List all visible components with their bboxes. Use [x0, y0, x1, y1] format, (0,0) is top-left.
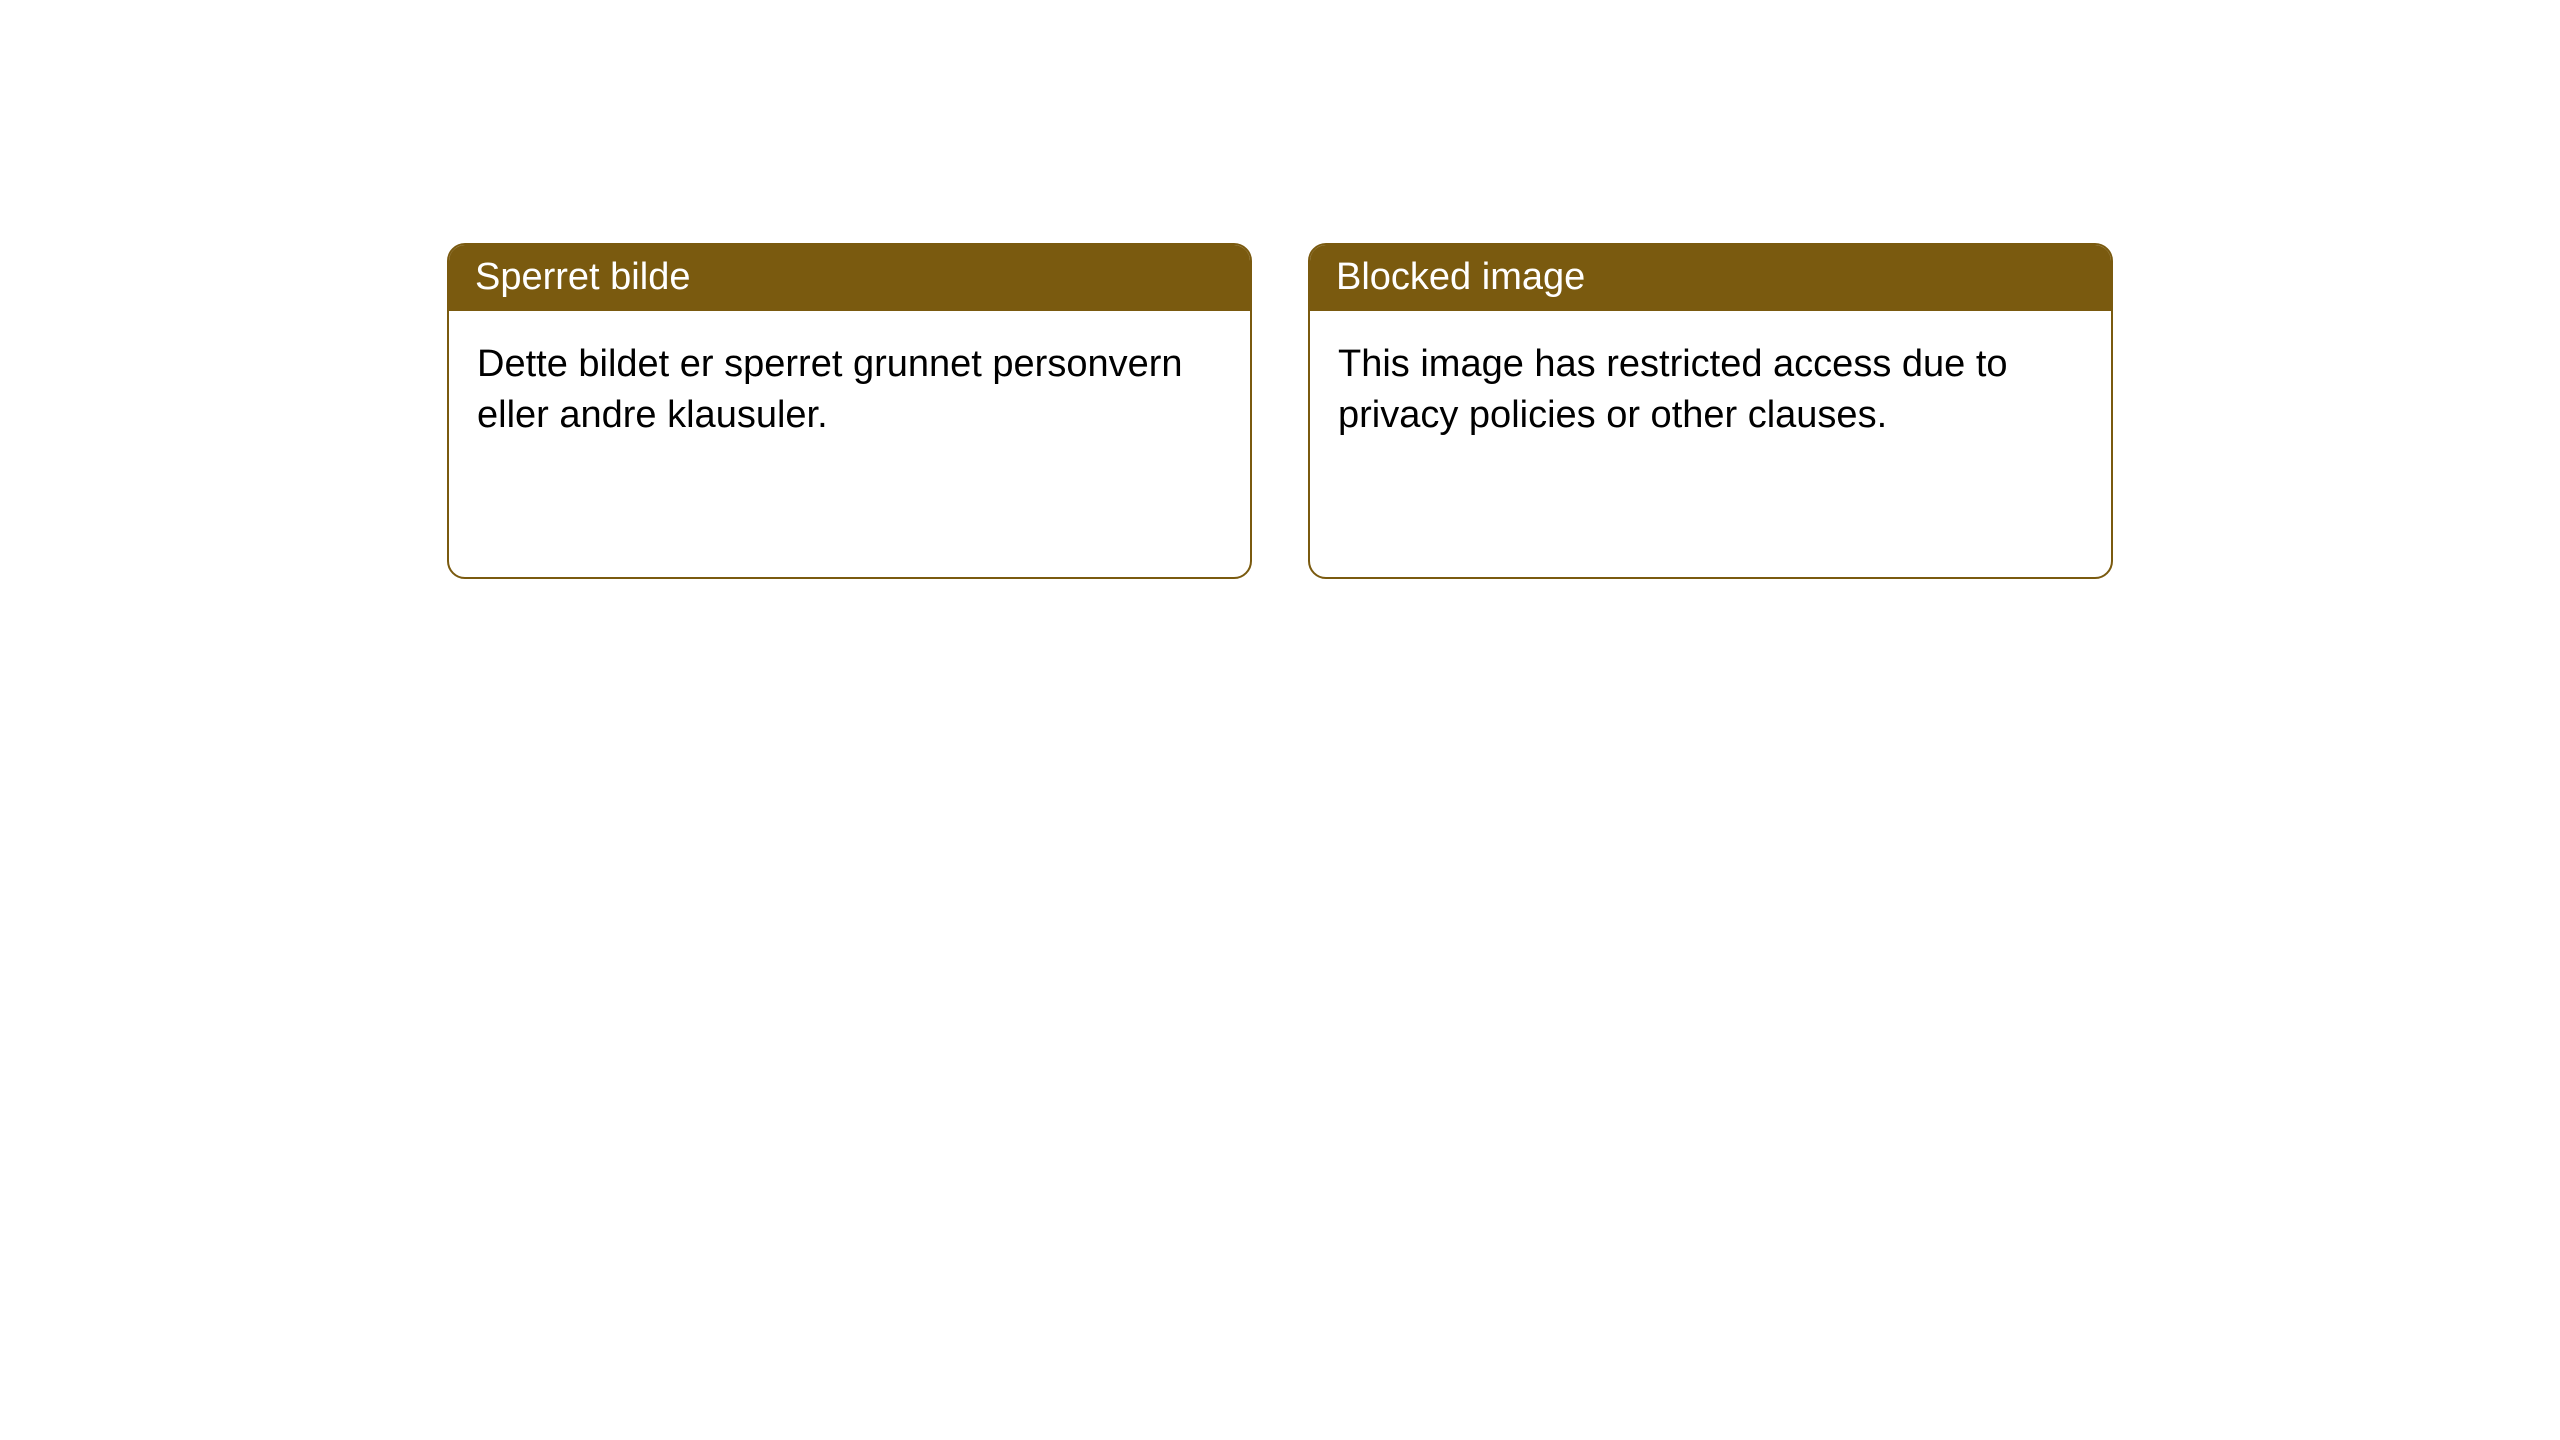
- notice-card-norwegian: Sperret bilde Dette bildet er sperret gr…: [447, 243, 1252, 579]
- notice-title-english: Blocked image: [1310, 245, 2111, 311]
- notice-body-english: This image has restricted access due to …: [1310, 311, 2111, 470]
- notice-title-norwegian: Sperret bilde: [449, 245, 1250, 311]
- notice-body-norwegian: Dette bildet er sperret grunnet personve…: [449, 311, 1250, 470]
- notice-container: Sperret bilde Dette bildet er sperret gr…: [0, 0, 2560, 579]
- notice-card-english: Blocked image This image has restricted …: [1308, 243, 2113, 579]
